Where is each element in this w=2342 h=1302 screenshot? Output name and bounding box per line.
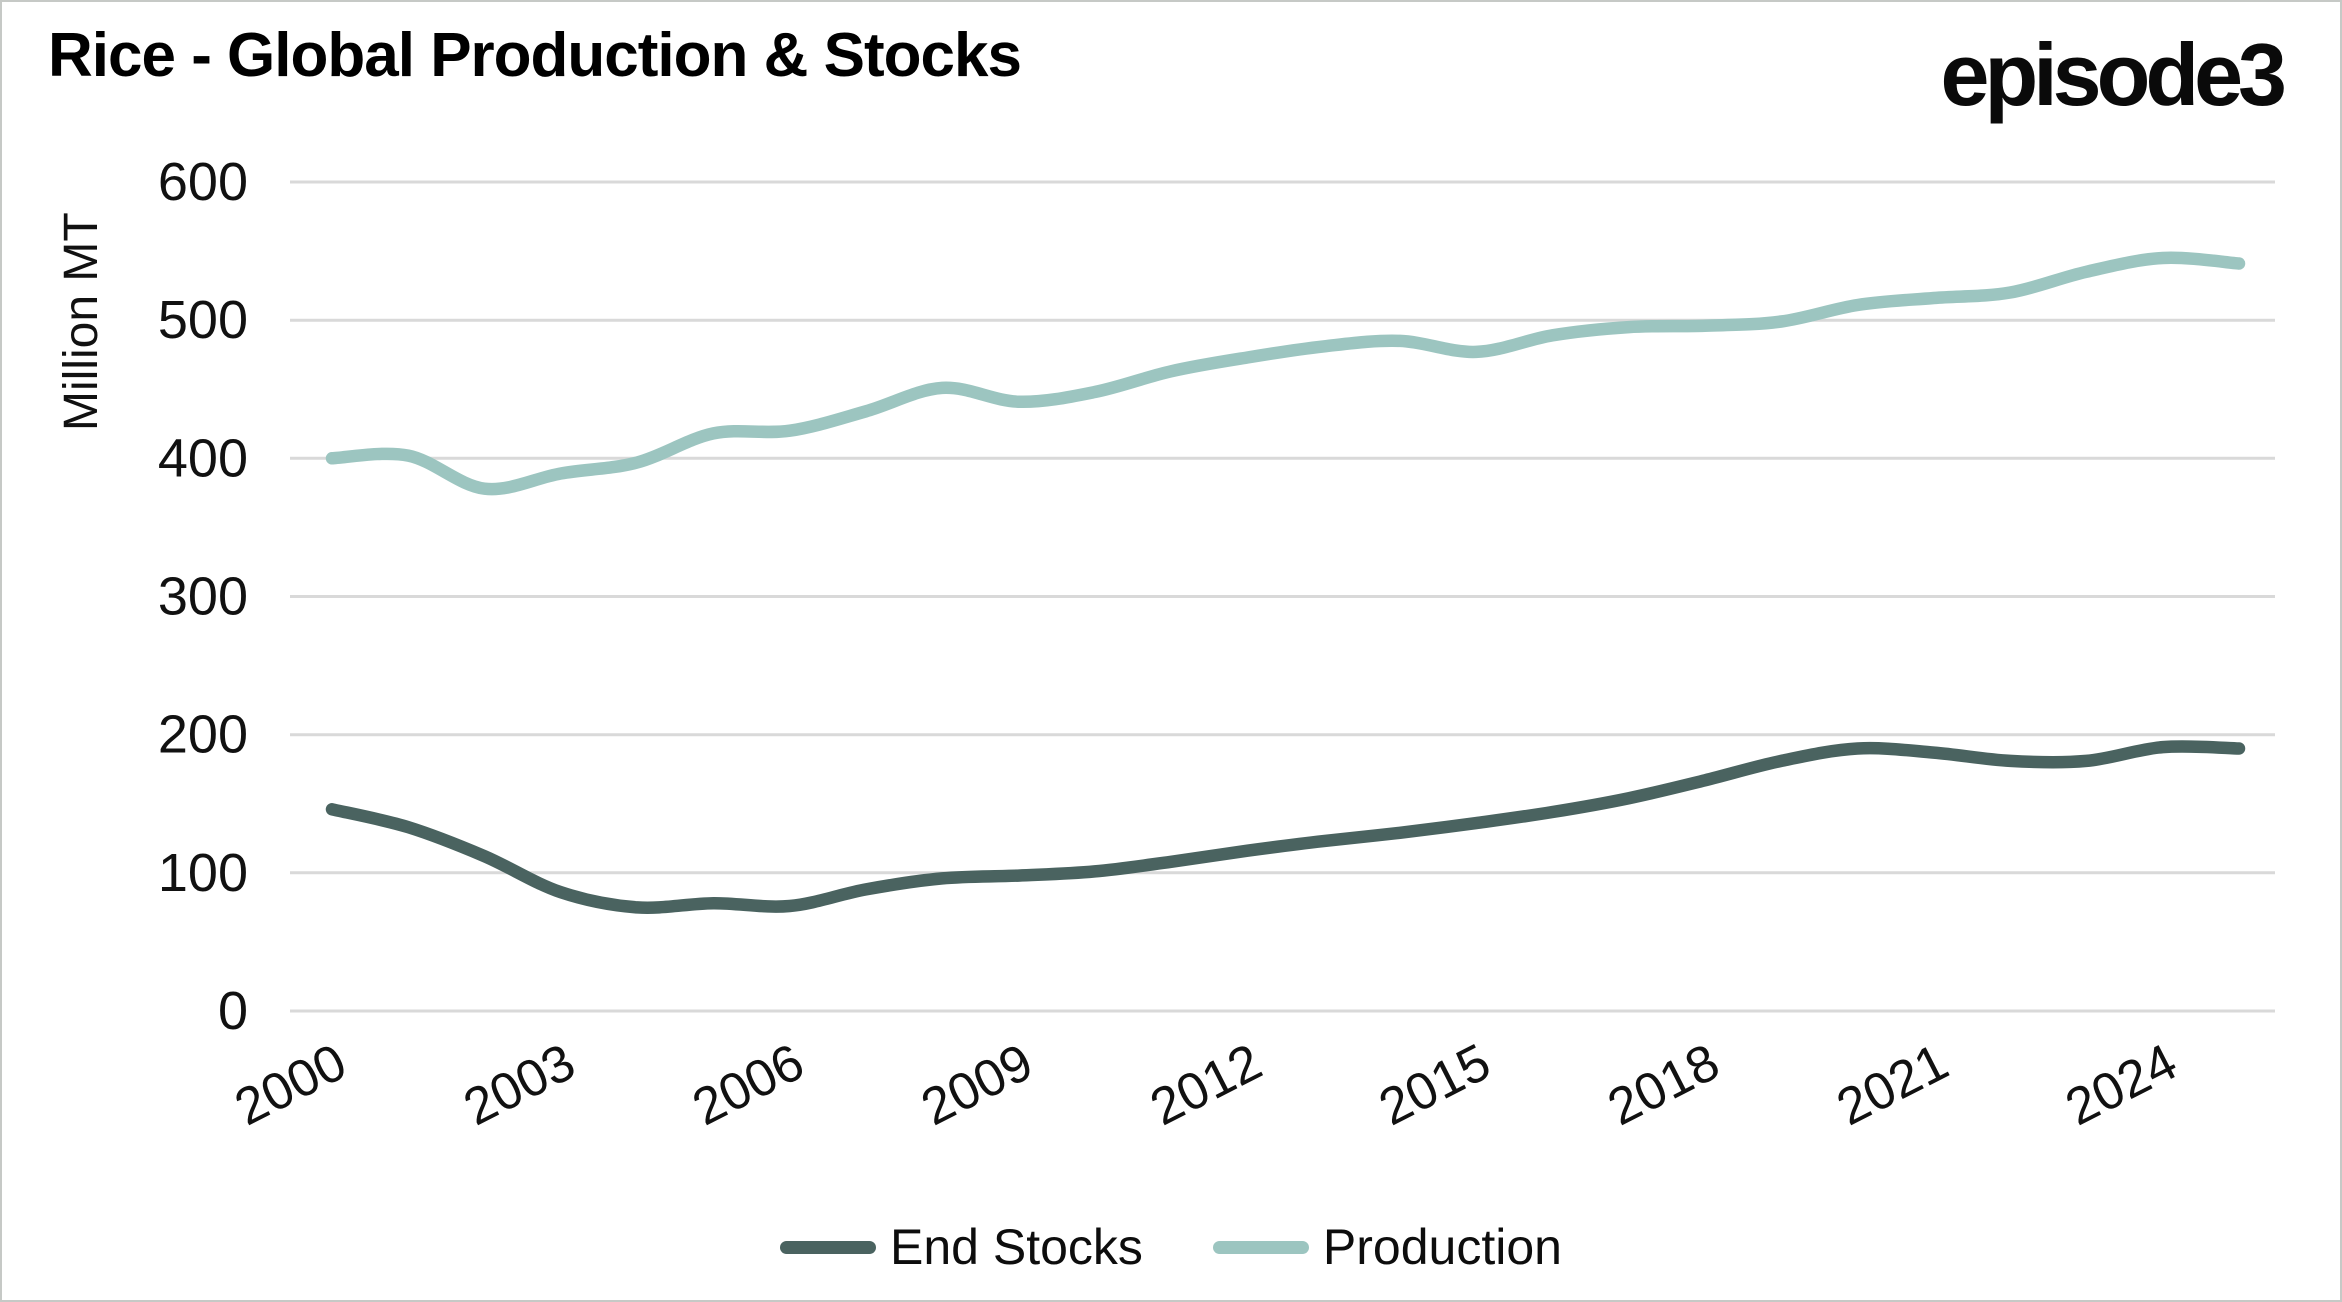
y-tick-label: 300 (158, 567, 248, 627)
legend: End Stocks Production (2, 1218, 2340, 1276)
y-axis-label: Million MT (55, 212, 108, 432)
chart-title: Rice - Global Production & Stocks (48, 21, 1022, 90)
series-line-end-stocks (325, 740, 2246, 914)
end-stocks-swatch (780, 1240, 877, 1254)
x-tick-label: 2018 (1599, 1033, 1728, 1137)
x-tick-label: 2021 (1828, 1033, 1957, 1137)
y-tick-label: 600 (158, 152, 248, 212)
x-tick-label: 2000 (226, 1033, 355, 1137)
x-tick-label: 2009 (913, 1033, 1042, 1137)
x-tick-label: 2015 (1370, 1033, 1499, 1137)
y-tick-label: 100 (158, 843, 248, 903)
y-tick-label: 0 (218, 981, 248, 1041)
series-line-production (325, 251, 2246, 496)
y-tick-label: 500 (158, 290, 248, 350)
legend-item-production: Production (1212, 1218, 1562, 1276)
production-swatch (1212, 1240, 1309, 1254)
legend-label: End Stocks (890, 1219, 1143, 1275)
y-tick-label: 400 (158, 428, 248, 488)
legend-item-end-stocks: End Stocks (780, 1218, 1143, 1276)
x-tick-label: 2012 (1141, 1033, 1270, 1137)
x-tick-label: 2006 (684, 1033, 813, 1137)
x-tick-label: 2003 (455, 1033, 584, 1137)
legend-label: Production (1322, 1219, 1562, 1275)
x-tick-label: 2024 (2057, 1033, 2186, 1137)
y-tick-label: 200 (158, 705, 248, 765)
episode3-logo: episode3 (1940, 25, 2287, 124)
